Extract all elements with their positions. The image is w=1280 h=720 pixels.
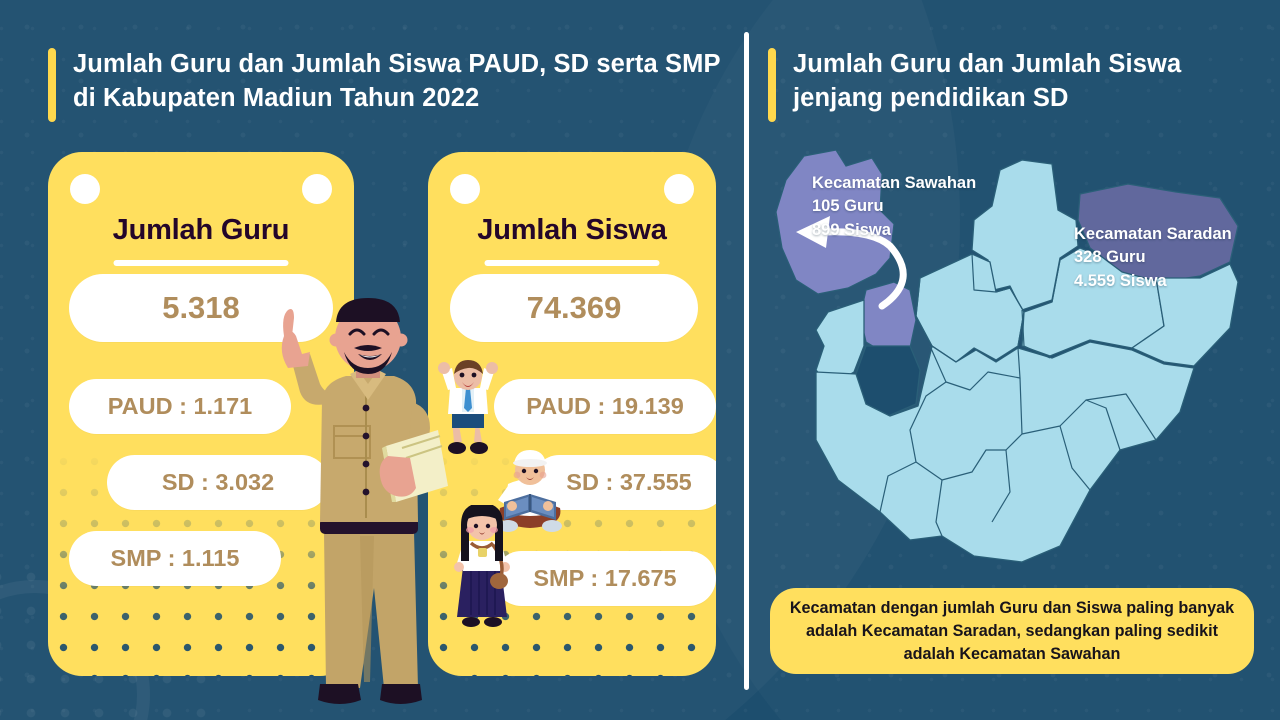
punch-hole-right <box>302 174 332 204</box>
summary-callout-text: Kecamatan dengan jumlah Guru dan Siswa p… <box>789 598 1235 663</box>
title-accent-bar <box>48 48 56 122</box>
siswa-paud-pill: PAUD : 19.139 <box>494 379 716 434</box>
left-panel-title: Jumlah Guru dan Jumlah Siswa PAUD, SD se… <box>48 48 728 122</box>
sawahan-students: 899 Siswa <box>812 220 891 239</box>
siswa-smp-pill: SMP : 17.675 <box>494 551 716 606</box>
map-region-sawahan-actual[interactable] <box>859 281 917 355</box>
sawahan-name: Kecamatan Sawahan <box>812 174 977 192</box>
card-heading-guru: Jumlah Guru <box>112 214 290 246</box>
stat-card-siswa: Jumlah Siswa 74.369 PAUD : 19.139 SD : 3… <box>428 152 716 676</box>
card-heading-siswa: Jumlah Siswa <box>477 214 667 246</box>
map-arrow-head-icon <box>796 216 830 248</box>
map-container[interactable] <box>760 150 1260 570</box>
right-title-text: Jumlah Guru dan Jumlah Siswa jenjang pen… <box>793 50 1182 112</box>
card-heading-rule <box>484 260 660 266</box>
map-label-sawahan: Kecamatan Sawahan 105 Guru 899 Siswa <box>812 172 976 242</box>
vertical-divider <box>744 32 749 690</box>
punch-hole-right <box>664 174 694 204</box>
map-region-south-body[interactable] <box>815 341 1195 563</box>
punch-hole-left <box>70 174 100 204</box>
saradan-name: Kecamatan Saradan <box>1074 225 1232 243</box>
siswa-total-pill: 74.369 <box>450 274 698 342</box>
madiun-regency-map[interactable] <box>760 150 1260 570</box>
siswa-sd-pill: SD : 37.555 <box>532 455 716 510</box>
left-title-text: Jumlah Guru dan Jumlah Siswa PAUD, SD se… <box>73 50 721 112</box>
map-inset-sawahan[interactable] <box>775 150 895 295</box>
right-panel-title: Jumlah Guru dan Jumlah Siswa jenjang pen… <box>768 48 1238 122</box>
map-region-east[interactable] <box>1131 263 1239 367</box>
map-arrow-line <box>820 228 907 310</box>
punch-hole-left <box>450 174 480 204</box>
guru-total-pill: 5.318 <box>69 274 333 342</box>
saradan-teachers: 328 Guru <box>1074 248 1146 267</box>
map-label-saradan: Kecamatan Saradan 328 Guru 4.559 Siswa <box>1074 223 1232 293</box>
guru-smp-pill: SMP : 1.115 <box>69 531 281 586</box>
guru-sd-pill: SD : 3.032 <box>107 455 329 510</box>
sawahan-teachers: 105 Guru <box>812 197 884 216</box>
saradan-students: 4.559 Siswa <box>1074 271 1167 290</box>
guru-paud-pill: PAUD : 1.171 <box>69 379 291 434</box>
stat-card-guru: Jumlah Guru 5.318 PAUD : 1.171 SD : 3.03… <box>48 152 354 676</box>
title-accent-bar <box>768 48 776 122</box>
map-region-saradan[interactable] <box>1077 183 1239 283</box>
summary-callout-box: Kecamatan dengan jumlah Guru dan Siswa p… <box>770 588 1254 674</box>
card-heading-rule <box>113 260 289 266</box>
